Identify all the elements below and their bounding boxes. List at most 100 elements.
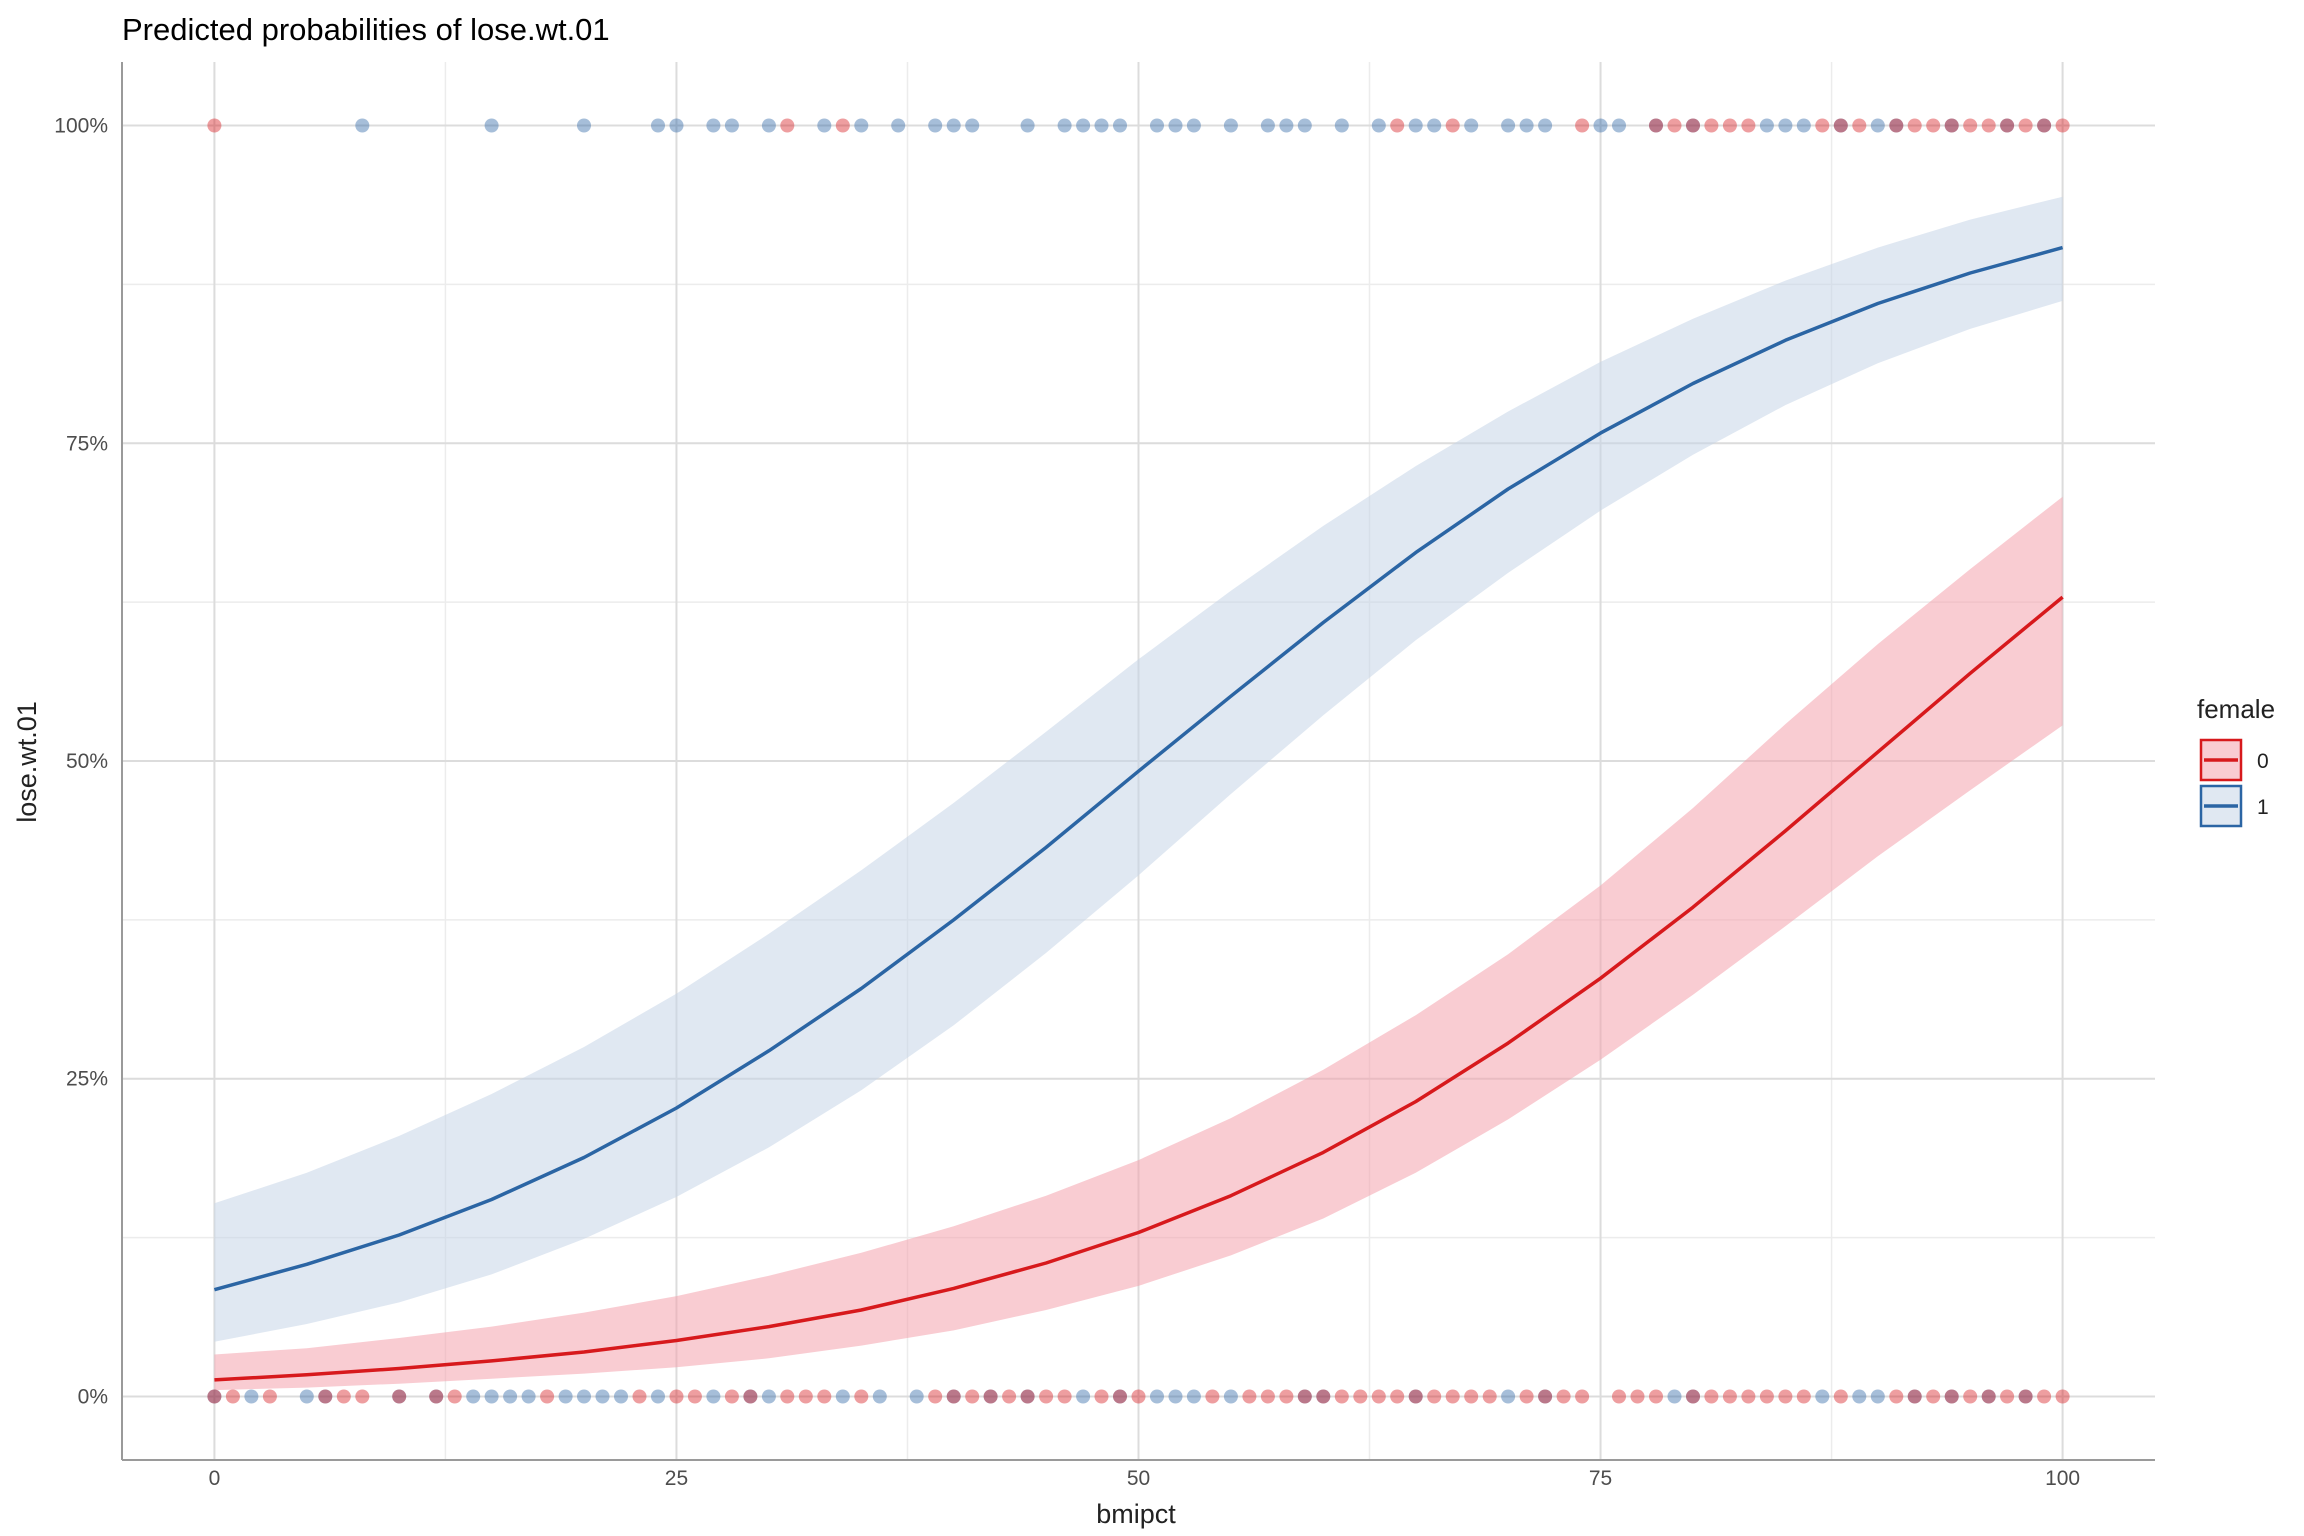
observation-point-female-0 — [1020, 1389, 1035, 1404]
observation-point-female-0 — [1482, 1389, 1497, 1404]
observation-point-female-0 — [225, 1389, 240, 1404]
observation-point-female-0 — [835, 118, 850, 133]
observation-point-female-0 — [392, 1389, 407, 1404]
observation-point-female-0 — [1057, 1389, 1072, 1404]
observation-point-female-1 — [2018, 1389, 2033, 1404]
observation-point-female-0 — [817, 1389, 832, 1404]
observation-point-female-1 — [1076, 118, 1091, 133]
observation-point-female-0 — [1833, 1389, 1848, 1404]
observation-point-female-1 — [1186, 118, 1201, 133]
observation-point-female-1 — [706, 1389, 721, 1404]
x-tick-label: 75 — [1589, 1467, 1612, 1490]
legend-label-female-0: 0 — [2257, 750, 2269, 773]
observation-point-female-0 — [983, 1389, 998, 1404]
observation-point-female-1 — [466, 1389, 481, 1404]
x-tick-label: 25 — [665, 1467, 688, 1490]
observation-point-female-0 — [1113, 1389, 1127, 1404]
legend-label-female-1: 1 — [2257, 796, 2269, 819]
observation-point-female-0 — [1704, 1389, 1719, 1404]
observation-point-female-1 — [1168, 1389, 1183, 1404]
observation-point-female-1 — [1907, 1389, 1922, 1404]
observation-point-female-1 — [1150, 118, 1164, 133]
observation-point-female-1 — [1981, 1389, 1996, 1404]
observation-point-female-0 — [1649, 118, 1663, 133]
observation-point-female-1 — [1260, 118, 1275, 133]
observation-point-female-0 — [1981, 118, 1996, 133]
observation-point-female-0 — [1279, 1389, 1294, 1404]
observation-point-female-0 — [262, 1389, 277, 1404]
observation-point-female-0 — [1833, 118, 1848, 133]
observation-point-female-1 — [1778, 118, 1793, 133]
observation-point-female-0 — [2037, 1389, 2052, 1404]
observation-point-female-0 — [1686, 1389, 1700, 1404]
observation-point-female-1 — [1538, 1389, 1553, 1404]
observation-point-female-0 — [1667, 118, 1682, 133]
legend-title: female — [2197, 694, 2275, 724]
observation-point-female-1 — [743, 1389, 758, 1404]
observation-point-female-0 — [1002, 1389, 1017, 1404]
observation-point-female-0 — [1704, 118, 1719, 133]
observation-point-female-0 — [928, 1389, 943, 1404]
observation-point-female-1 — [1815, 1389, 1830, 1404]
observation-point-female-0 — [1390, 1389, 1405, 1404]
observation-point-female-0 — [1538, 1389, 1553, 1404]
observation-point-female-1 — [355, 118, 370, 133]
observation-point-female-1 — [1519, 118, 1534, 133]
observation-point-female-1 — [484, 118, 499, 133]
observation-point-female-1 — [1944, 1389, 1959, 1404]
observation-point-female-1 — [503, 1389, 518, 1404]
observation-point-female-0 — [1889, 118, 1904, 133]
observation-point-female-1 — [558, 1389, 573, 1404]
observation-point-female-0 — [1759, 1389, 1774, 1404]
observation-point-female-1 — [1427, 118, 1442, 133]
observation-point-female-1 — [891, 118, 906, 133]
observation-point-female-0 — [2055, 1389, 2070, 1404]
observation-point-female-0 — [1796, 1389, 1811, 1404]
observation-point-female-0 — [1722, 118, 1737, 133]
observation-point-female-1 — [1316, 1389, 1331, 1404]
observation-point-female-1 — [669, 118, 684, 133]
y-tick-label: 75% — [66, 432, 108, 455]
observation-point-female-1 — [1297, 1389, 1312, 1404]
observation-point-female-0 — [1981, 1389, 1996, 1404]
observation-point-female-1 — [2037, 118, 2052, 133]
observation-point-female-1 — [207, 1389, 222, 1404]
observation-point-female-1 — [1408, 118, 1423, 133]
observation-point-female-1 — [909, 1389, 924, 1404]
observation-point-female-1 — [244, 1389, 259, 1404]
observation-point-female-0 — [1297, 1389, 1312, 1404]
observation-point-female-1 — [299, 1389, 314, 1404]
x-axis-title: bmipct — [1096, 1499, 1176, 1529]
observation-point-female-1 — [1057, 118, 1072, 133]
observation-point-female-0 — [336, 1389, 351, 1404]
observation-point-female-1 — [706, 118, 721, 133]
observation-point-female-1 — [817, 118, 832, 133]
prediction-line-female-0 — [214, 595, 2064, 1382]
observation-point-female-1 — [1870, 118, 1885, 133]
x-tick-label: 50 — [1127, 1467, 1150, 1490]
observation-point-female-1 — [1020, 118, 1035, 133]
observation-point-female-0 — [2055, 118, 2070, 133]
observation-point-female-0 — [1445, 118, 1460, 133]
confidence-band-female-0 — [214, 496, 2063, 1391]
observation-point-female-0 — [798, 1389, 813, 1404]
observation-point-female-1 — [835, 1389, 850, 1404]
observation-point-female-0 — [1944, 1389, 1959, 1404]
y-tick-label: 100% — [54, 115, 108, 138]
observation-point-female-1 — [724, 118, 739, 133]
observation-point-female-1 — [983, 1389, 998, 1404]
observation-point-female-1 — [1113, 118, 1127, 133]
observation-point-female-0 — [1371, 1389, 1386, 1404]
observation-point-female-0 — [743, 1389, 758, 1404]
observation-point-female-1 — [577, 118, 591, 133]
observation-point-female-1 — [1094, 118, 1109, 133]
observation-point-female-1 — [595, 1389, 610, 1404]
observation-point-female-0 — [1094, 1389, 1109, 1404]
observation-point-female-0 — [1575, 118, 1590, 133]
observation-point-female-0 — [1205, 1389, 1220, 1404]
observation-point-female-1 — [1501, 1389, 1516, 1404]
observation-point-female-0 — [2000, 118, 2015, 133]
observation-point-female-1 — [1538, 118, 1553, 133]
observation-point-female-0 — [1575, 1389, 1590, 1404]
